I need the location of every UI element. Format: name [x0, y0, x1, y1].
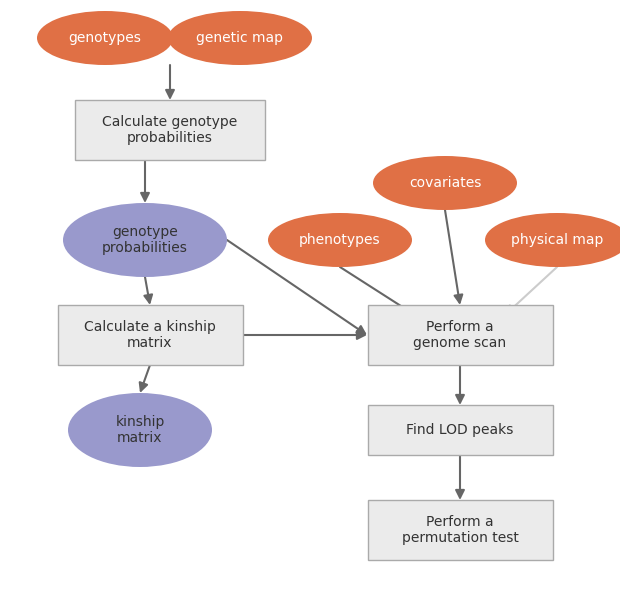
- Text: Calculate genotype
probabilities: Calculate genotype probabilities: [102, 115, 237, 145]
- Text: phenotypes: phenotypes: [299, 233, 381, 247]
- FancyBboxPatch shape: [368, 500, 552, 560]
- Ellipse shape: [68, 393, 212, 467]
- Ellipse shape: [63, 203, 227, 277]
- Text: genotypes: genotypes: [69, 31, 141, 45]
- Ellipse shape: [268, 213, 412, 267]
- Text: covariates: covariates: [409, 176, 481, 190]
- Text: Perform a
permutation test: Perform a permutation test: [402, 515, 518, 545]
- Text: Calculate a kinship
matrix: Calculate a kinship matrix: [84, 320, 216, 350]
- Ellipse shape: [373, 156, 517, 210]
- FancyBboxPatch shape: [58, 305, 242, 365]
- Text: genotype
probabilities: genotype probabilities: [102, 225, 188, 255]
- Text: kinship
matrix: kinship matrix: [115, 415, 165, 445]
- FancyBboxPatch shape: [368, 305, 552, 365]
- Text: Find LOD peaks: Find LOD peaks: [406, 423, 514, 437]
- Ellipse shape: [37, 11, 173, 65]
- Ellipse shape: [168, 11, 312, 65]
- Ellipse shape: [485, 213, 620, 267]
- Text: genetic map: genetic map: [197, 31, 283, 45]
- FancyBboxPatch shape: [368, 405, 552, 455]
- Text: Perform a
genome scan: Perform a genome scan: [414, 320, 507, 350]
- FancyBboxPatch shape: [75, 100, 265, 160]
- Text: physical map: physical map: [511, 233, 603, 247]
